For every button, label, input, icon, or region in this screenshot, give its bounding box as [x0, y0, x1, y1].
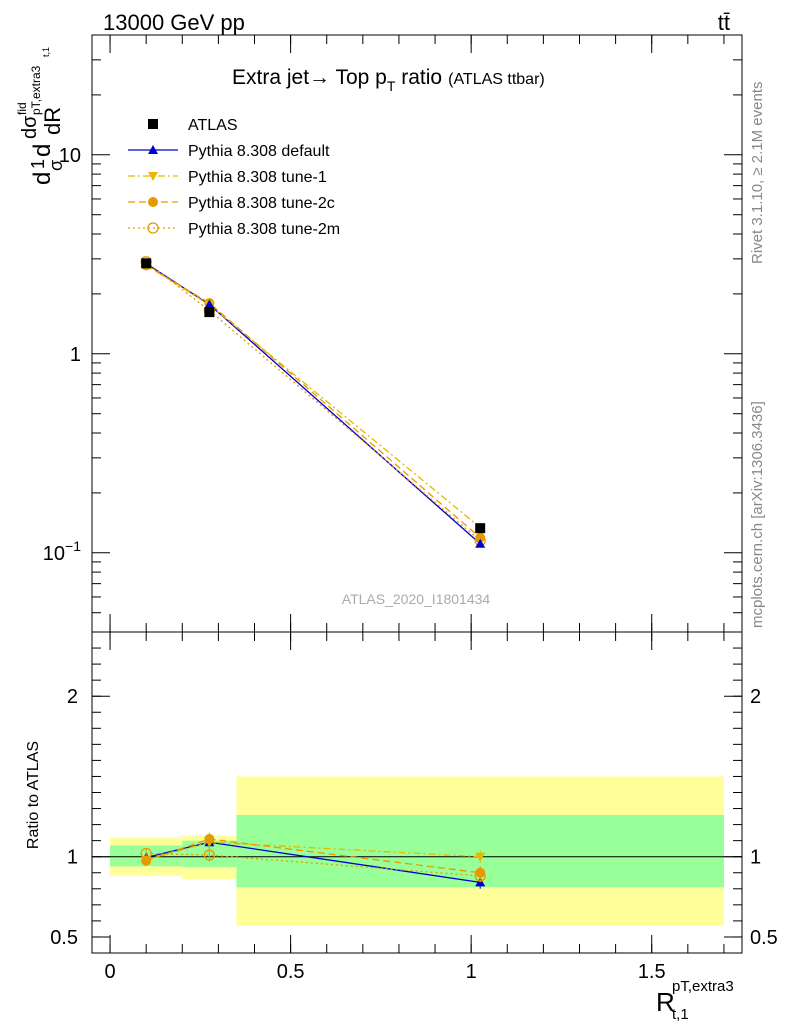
- main-ytick-label: 1: [70, 344, 81, 366]
- main-data-layer: [140, 256, 486, 548]
- ratio-ytick-label-left: 2: [67, 686, 78, 708]
- main-ytick-base: 10: [59, 145, 81, 167]
- legend-marker-0: [148, 119, 158, 129]
- series-line-4: [145, 261, 481, 542]
- data-point-0: [204, 307, 215, 318]
- legend-label: Pythia 8.308 tune-1: [188, 169, 327, 186]
- watermark: ATLAS_2020_I1801434: [342, 591, 491, 607]
- ratio-point-1: [475, 852, 486, 862]
- side-label-bottom: mcplots.cern.ch [arXiv:1306.3436]: [749, 401, 766, 628]
- ratio-ytick-label-left: 0.5: [50, 927, 78, 949]
- ylabel-d2: d: [29, 144, 56, 157]
- side-label-top: Rivet 3.1.10, ≥ 2.1M events: [749, 82, 766, 265]
- ratio-point-3: [140, 847, 152, 860]
- data-point-3: [475, 532, 486, 543]
- ratio-xlabel: R pT,extra3 t,1: [656, 978, 734, 1023]
- data-point-0: [141, 258, 152, 269]
- title-note: (ATLAS ttbar): [448, 71, 545, 88]
- data-point-1: [475, 538, 486, 548]
- ylabel-d: d: [29, 172, 56, 185]
- ratio-point-3: [474, 870, 486, 882]
- ratio-data-layer: [140, 832, 486, 889]
- legend-marker-1: [148, 145, 158, 154]
- main-ytick-label: 10−1: [43, 538, 81, 565]
- data-point-0: [475, 523, 486, 534]
- ratio-ytick-label-right: 0.5: [750, 927, 778, 949]
- ratio-ytick-label-left: 1: [67, 847, 78, 869]
- ylabel-dsigma: dσ: [19, 115, 41, 139]
- legend-label: Pythia 8.308 default: [188, 143, 330, 160]
- ratio-point-2: [204, 834, 215, 845]
- ratio-ytick-label-right: 2: [750, 686, 761, 708]
- energy-label: 13000 GeV pp: [103, 10, 245, 35]
- ylabel-one: 1: [28, 159, 48, 169]
- ratio-panel: 0.5 0.5 1 1 2 2 0 0.5 1 1.5 Ratio to ATLAS R pT,e…: [25, 631, 778, 1023]
- ratio-xtick-label: 0: [104, 961, 115, 983]
- ratio-ytick-label-right: 1: [750, 847, 761, 869]
- ratio-axis-ticks: 0.5 0.5 1 1 2 2 0 0.5 1 1.5: [50, 632, 778, 983]
- legend-marker-4: [147, 222, 159, 234]
- process-label: tt̄: [718, 10, 730, 35]
- main-ytick-base: 1: [70, 344, 81, 366]
- series-line-3: [145, 264, 481, 539]
- ratio-xtick-label: 1.5: [638, 961, 666, 983]
- legend-label: ATLAS: [188, 117, 238, 134]
- xlabel-r: R: [656, 987, 675, 1017]
- series-line-1: [145, 263, 481, 545]
- main-ylabel: d 1 σ d dσ fid pT,extra3 dR t,1: [15, 47, 66, 185]
- main-ytick-sup: −1: [65, 538, 81, 554]
- title-mid: Top p: [330, 66, 387, 89]
- ylabel-sigma: σ: [46, 160, 66, 171]
- ratio-bands: [110, 776, 724, 926]
- title-arrow: →: [309, 66, 330, 89]
- legend-marker-2: [148, 172, 158, 181]
- ylabel-fid: fid: [15, 102, 29, 115]
- xlabel-sub: t,1: [672, 1006, 689, 1023]
- ylabel-tsub: t,1: [41, 47, 51, 57]
- legend: ATLAS Pythia 8.308 default Pythia 8.308 tu…: [128, 117, 340, 238]
- ratio-line-3: [146, 852, 481, 877]
- ratio-ylabel: Ratio to ATLAS: [25, 741, 42, 849]
- data-point-1: [204, 299, 215, 309]
- ylabel-dr: dR: [40, 107, 65, 135]
- main-ytick-base: 10: [43, 543, 65, 565]
- ratio-xtick-label: 1: [466, 961, 477, 983]
- title-prefix: Extra jet: [232, 66, 309, 89]
- ylabel-sub: pT,extra3: [29, 65, 43, 115]
- chart-title: Extra jet→ Top pT ratio (ATLAS ttbar): [232, 66, 545, 94]
- main-ytick-label: 10: [59, 145, 81, 167]
- legend-marker-3: [148, 197, 158, 207]
- legend-label: Pythia 8.308 tune-2c: [188, 195, 335, 212]
- legend-label: Pythia 8.308 tune-2m: [188, 221, 340, 238]
- title-suffix: ratio: [395, 66, 442, 89]
- title-sub: T: [387, 78, 396, 94]
- xlabel-sup: pT,extra3: [672, 978, 734, 995]
- ratio-point-3: [203, 849, 216, 861]
- ratio-xtick-label: 0.5: [277, 961, 305, 983]
